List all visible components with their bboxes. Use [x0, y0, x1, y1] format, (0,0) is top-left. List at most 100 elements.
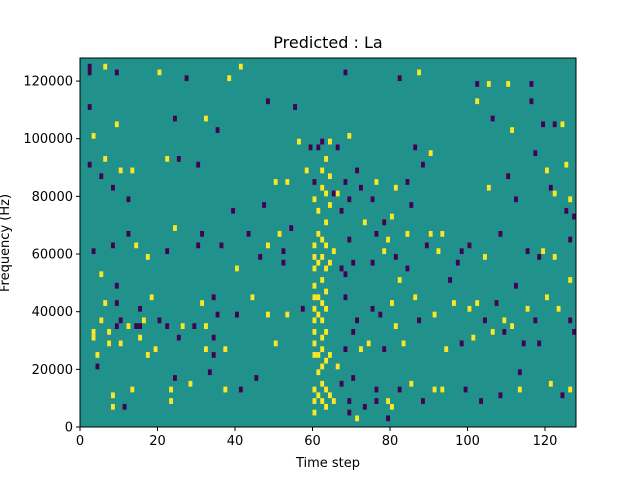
heatmap-cell [382, 248, 387, 255]
heatmap-cell [250, 294, 255, 301]
heatmap-cell [382, 346, 387, 353]
heatmap-cell [409, 380, 414, 387]
heatmap-cell [545, 167, 549, 174]
heatmap-cell [475, 98, 480, 105]
heatmap-cell [324, 403, 329, 410]
heatmap-cell [405, 265, 410, 272]
heatmap-cell [316, 259, 321, 266]
heatmap-cell [215, 311, 220, 318]
heatmap-cell [312, 340, 317, 347]
heatmap-cell [331, 398, 336, 404]
heatmap-cell [490, 115, 495, 122]
heatmap-cell [498, 230, 503, 237]
heatmap-cell [173, 225, 177, 231]
heatmap-cell [351, 328, 356, 335]
heatmap-cell [413, 294, 418, 301]
heatmap-cell [328, 138, 332, 145]
heatmap-cell [502, 317, 507, 324]
heatmap-cell [506, 81, 511, 87]
heatmap-cell [343, 271, 348, 278]
heatmap-cell [277, 230, 282, 237]
heatmap-cell [568, 277, 573, 283]
heatmap-cell [211, 294, 216, 301]
heatmap-cell [149, 294, 154, 301]
heatmap-cell [169, 386, 174, 393]
heatmap-cell [196, 161, 201, 168]
x-tick-label: 0 [76, 434, 84, 449]
heatmap-cell [374, 398, 379, 404]
heatmap-cell [320, 363, 325, 370]
y-tick-label: 60000 [32, 248, 73, 263]
heatmap-cell [320, 254, 325, 260]
y-tick-label: 120000 [23, 75, 73, 90]
heatmap-cell [541, 248, 546, 255]
heatmap-cell [169, 398, 174, 404]
heatmap-cell [130, 167, 135, 174]
heatmap-cell [320, 398, 325, 404]
heatmap-cell [316, 207, 321, 214]
heatmap-cell [312, 317, 317, 324]
heatmap-cell [521, 340, 526, 347]
heatmap-cell [343, 294, 348, 301]
heatmap-cell [320, 380, 325, 387]
heatmap-cell [99, 271, 104, 278]
x-axis-ticks: 0 20 40 60 80 100 120 [76, 427, 557, 449]
heatmap-cell [324, 386, 329, 393]
heatmap-cell [483, 254, 487, 260]
heatmap-cell [246, 230, 251, 237]
heatmap-cell [176, 156, 181, 162]
heatmap-cell [320, 334, 325, 341]
heatmap-cell [510, 127, 515, 133]
heatmap-cell [533, 150, 538, 157]
heatmap-cell [382, 219, 387, 226]
heatmap-cell [107, 340, 112, 347]
heatmap-cell [390, 213, 394, 220]
heatmap-cell [343, 179, 348, 185]
heatmap-cell [231, 207, 236, 214]
heatmap-cell [266, 311, 270, 318]
heatmap-cell [211, 352, 216, 358]
heatmap-cell [362, 219, 367, 226]
heatmap-cell [355, 415, 360, 422]
heatmap-cell [176, 334, 181, 341]
heatmap-cell [316, 311, 321, 318]
heatmap-cell [157, 317, 162, 324]
heatmap-cell [378, 311, 383, 318]
heatmap-cell [533, 317, 538, 324]
heatmap-cell [134, 323, 139, 329]
heatmap-cell [324, 357, 329, 364]
heatmap-cell [475, 81, 480, 87]
heatmap-cell [393, 184, 398, 191]
heatmap-cell [552, 190, 557, 197]
heatmap-cell [324, 156, 329, 162]
heatmap-cell [405, 230, 410, 237]
heatmap-cell [525, 305, 530, 312]
heatmap-cell [486, 184, 491, 191]
heatmap-cell [118, 317, 123, 324]
heatmap-cell [517, 369, 522, 376]
heatmap-cell [467, 242, 472, 249]
heatmap-cell [111, 184, 115, 191]
heatmap-cell [297, 138, 301, 145]
heatmap-cell [99, 173, 104, 180]
heatmap-cell [324, 305, 329, 312]
heatmap-cell [463, 386, 468, 393]
heatmap-cell [320, 236, 325, 243]
heatmap-cell [266, 98, 270, 105]
heatmap-cell [312, 179, 317, 185]
heatmap-cell [568, 196, 573, 203]
heatmap-cell [568, 386, 573, 393]
heatmap-cell [235, 311, 239, 318]
heatmap-cell [370, 305, 375, 312]
heatmap-cell [281, 248, 286, 255]
heatmap-cell [359, 346, 363, 353]
heatmap-cell [114, 121, 119, 128]
y-axis-ticks: 0 20000 40000 60000 80000 100000 120000 [23, 75, 80, 436]
heatmap-cell [114, 69, 119, 76]
heatmap-cell [192, 323, 197, 329]
heatmap-cell [320, 167, 325, 174]
heatmap-cell [328, 392, 332, 399]
heatmap-cell [393, 254, 398, 260]
heatmap-cell [103, 156, 108, 162]
plot-area [79, 57, 577, 428]
